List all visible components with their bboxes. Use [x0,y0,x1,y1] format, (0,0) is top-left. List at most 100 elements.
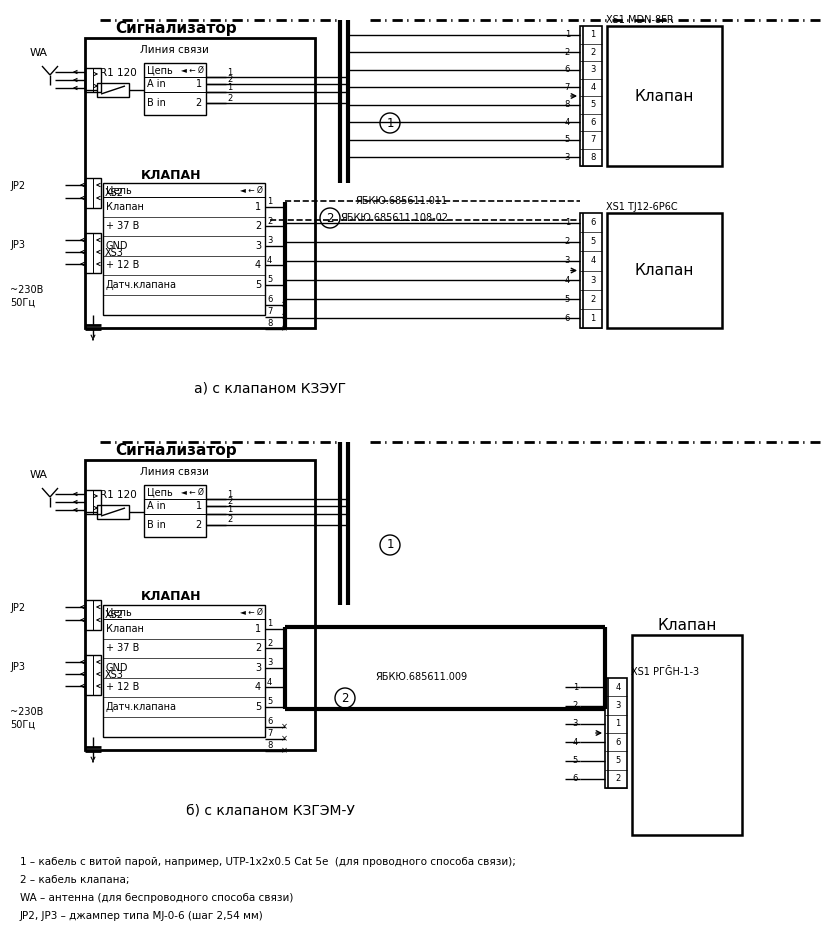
Text: ×: × [281,734,288,743]
Text: 5: 5 [267,275,272,285]
Text: 1: 1 [195,79,202,89]
Text: 5: 5 [267,698,272,706]
Text: XS2: XS2 [105,188,124,198]
Bar [605,678,627,788]
Text: 4: 4 [565,275,570,285]
Text: Клапан: Клапан [635,263,694,278]
Bar [144,63,206,115]
Text: A in: A in [147,501,166,511]
Bar [632,635,742,835]
Text: XS2: XS2 [105,610,124,620]
Text: + 12 В: + 12 В [106,682,139,692]
Text: а) с клапаном КЗЭУГ: а) с клапаном КЗЭУГ [194,381,346,395]
Text: 1: 1 [386,538,393,551]
Text: 1: 1 [591,314,596,323]
Text: 5: 5 [565,295,570,304]
Text: JP3: JP3 [10,662,25,672]
Text: 3: 3 [255,662,261,673]
Text: 2: 2 [195,520,202,530]
Text: WA: WA [30,470,48,480]
Text: JP2: JP2 [10,603,25,613]
Text: 1: 1 [565,30,570,39]
Bar [607,213,722,328]
Text: 6: 6 [267,717,273,726]
Text: 8: 8 [267,319,273,328]
Bar [85,600,101,630]
Text: ◄ ← Ø: ◄ ← Ø [181,65,204,75]
Text: + 37 В: + 37 В [106,643,139,653]
Text: 6: 6 [565,314,570,323]
Text: 3: 3 [591,275,596,285]
Text: 2: 2 [615,774,621,783]
Text: Цепь: Цепь [147,65,173,75]
Text: 3: 3 [615,701,621,710]
Text: 50Гц: 50Гц [10,720,35,730]
Text: B in: B in [147,98,166,108]
Bar [97,83,129,97]
Text: XS1 TJ12-6P6C: XS1 TJ12-6P6C [606,202,678,212]
Text: Линия связи: Линия связи [140,45,209,55]
Text: Сигнализатор: Сигнализатор [115,21,237,35]
Text: JP2, JP3 – джампер типа MJ-0-6 (шаг 2,54 мм): JP2, JP3 – джампер типа MJ-0-6 (шаг 2,54… [20,911,263,921]
Text: 2: 2 [227,515,232,525]
Text: Датч.клапана: Датч.клапана [106,701,177,712]
Text: 1: 1 [227,67,232,77]
Text: ◄ ← Ø: ◄ ← Ø [181,488,204,496]
Text: 1: 1 [267,620,272,628]
Text: 4: 4 [255,260,261,270]
Text: 2: 2 [565,47,570,57]
Text: 2: 2 [565,237,570,246]
Text: 1: 1 [267,197,272,206]
Text: ~230В: ~230В [10,285,44,295]
Text: Клапан: Клапан [635,88,694,103]
Text: Клапан: Клапан [657,618,717,632]
Text: 1: 1 [255,202,261,212]
Text: 4: 4 [591,256,596,266]
Text: 3: 3 [573,719,578,728]
Text: ЯБКЮ.685611.009: ЯБКЮ.685611.009 [375,672,467,682]
Text: + 12 В: + 12 В [106,260,139,270]
Text: 2: 2 [326,212,334,225]
Text: 4: 4 [565,118,570,127]
Text: Цепь: Цепь [147,487,173,497]
Text: 2: 2 [591,295,596,304]
Text: 5: 5 [565,136,570,144]
Text: 2: 2 [227,94,232,102]
Bar [85,655,101,695]
Text: 3: 3 [565,256,570,266]
Text: 7: 7 [565,83,570,92]
Bar [85,68,101,92]
Text: 2: 2 [591,47,596,57]
Text: JP3: JP3 [10,240,25,250]
Text: 2: 2 [227,75,232,84]
Bar [97,505,129,519]
Text: JP2: JP2 [10,181,25,191]
Text: 2: 2 [255,643,261,653]
Text: GND: GND [106,241,128,251]
Text: 5: 5 [255,280,261,289]
Text: 1: 1 [565,218,570,227]
Text: 1: 1 [195,501,202,511]
Text: 2: 2 [267,216,272,226]
Bar [85,38,315,328]
Text: 6: 6 [565,65,570,74]
Bar [144,485,206,537]
Bar [85,233,101,273]
Text: XS1 MDN-8FR: XS1 MDN-8FR [606,15,674,25]
Text: 6: 6 [615,737,621,747]
Text: XS1 РГĞH-1-3: XS1 РГĞH-1-3 [631,667,699,677]
Text: 3: 3 [591,65,596,74]
Text: 4: 4 [591,83,596,92]
Text: ×: × [281,722,288,731]
Text: 7: 7 [267,307,273,316]
Text: 2: 2 [341,692,349,704]
Text: 5: 5 [573,756,578,765]
Text: 3: 3 [565,153,570,161]
Text: 7: 7 [267,729,273,738]
Text: 1: 1 [227,505,232,513]
Text: XS3: XS3 [105,248,124,258]
Text: R1 120: R1 120 [100,68,137,78]
Text: ЯБКЮ.685611.011: ЯБКЮ.685611.011 [355,196,447,206]
Text: 2 – кабель клапана;: 2 – кабель клапана; [20,875,129,885]
Text: ЯБКЮ.685611.108-02: ЯБКЮ.685611.108-02 [340,213,448,223]
